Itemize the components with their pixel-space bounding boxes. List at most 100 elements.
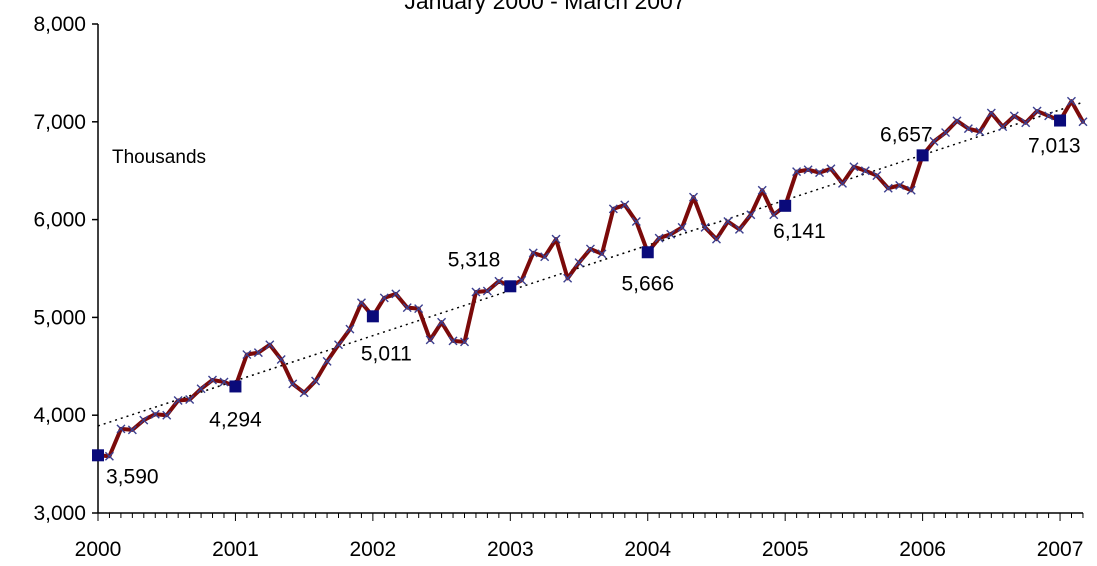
data-point-marker (986, 108, 996, 118)
data-label: 3,590 (106, 465, 159, 488)
marker-stroke (162, 410, 172, 420)
data-point-marker (288, 379, 298, 389)
y-tick-label: 4,000 (33, 404, 86, 427)
series-layer (96, 99, 1085, 459)
annotated-point-marker (1054, 114, 1067, 127)
data-point-marker (414, 304, 424, 314)
data-point-marker (299, 388, 309, 398)
marker-stroke (540, 252, 550, 262)
data-point-marker (1044, 111, 1054, 121)
marker-stroke (437, 317, 447, 327)
data-point-marker (551, 234, 561, 244)
marker-stroke (631, 217, 641, 227)
data-point-marker (711, 234, 721, 244)
marker-stroke (127, 425, 137, 435)
annotated-point-marker (504, 280, 517, 293)
marker-stroke (975, 127, 985, 137)
marker-stroke (689, 192, 699, 202)
marker-stroke (379, 293, 389, 303)
marker-stroke (288, 379, 298, 389)
marker-stroke (952, 116, 962, 126)
marker-stroke (448, 336, 458, 346)
data-label: 6,657 (880, 123, 933, 146)
marker-stroke (654, 233, 664, 243)
marker-stroke (460, 337, 470, 347)
data-point-marker (677, 222, 687, 232)
data-point-marker (608, 204, 618, 214)
marker-stroke (150, 409, 160, 419)
data-point-marker (906, 185, 916, 195)
marker-stroke (391, 289, 401, 299)
marker-stroke (414, 304, 424, 314)
data-point-marker (941, 128, 951, 138)
data-point-marker (207, 375, 217, 385)
marker-stroke (574, 258, 584, 268)
data-point-marker (723, 217, 733, 227)
marker-stroke (563, 273, 573, 283)
data-point-marker (540, 252, 550, 262)
marker-stroke (551, 234, 561, 244)
data-point-marker (963, 124, 973, 134)
annotated-points-layer: 3,590 4,294 5,011 5,318 5,666 6,141 6,657 7,013 (92, 114, 1081, 488)
data-point-marker (162, 410, 172, 420)
x-tick-label: 2004 (624, 538, 671, 561)
marker-stroke (585, 244, 595, 254)
marker-stroke (734, 224, 744, 234)
data-point-marker (196, 384, 206, 394)
marker-stroke (207, 375, 217, 385)
marker-stroke (620, 200, 630, 210)
data-point-marker (1066, 96, 1076, 106)
data-label: 6,141 (773, 220, 826, 243)
marker-stroke (803, 165, 813, 175)
axes: 3,000 4,000 5,000 6,000 7,000 8,000 2000 2001 20… (33, 13, 1084, 561)
marker-stroke (883, 183, 893, 193)
y-tick-label: 5,000 (33, 306, 86, 329)
y-tick-label: 7,000 (33, 111, 86, 134)
annotated-point-marker (916, 149, 929, 162)
marker-stroke (196, 384, 206, 394)
data-point-marker (860, 166, 870, 176)
x-tick-label: 2001 (212, 538, 259, 561)
data-point-marker (345, 324, 355, 334)
marker-stroke (253, 348, 263, 358)
marker-stroke (219, 377, 229, 387)
marker-stroke (104, 451, 114, 461)
data-point-marker (402, 303, 412, 313)
marker-stroke (769, 210, 779, 220)
data-point-marker (1078, 117, 1088, 127)
marker-stroke (815, 168, 825, 178)
data-point-marker (620, 200, 630, 210)
data-point-marker (391, 289, 401, 299)
marker-stroke (1078, 117, 1088, 127)
marker-stroke (860, 166, 870, 176)
marker-stroke (299, 388, 309, 398)
data-point-marker (975, 127, 985, 137)
data-point-marker (1021, 118, 1031, 128)
data-point-marker (952, 116, 962, 126)
data-point-marker (334, 340, 344, 350)
data-label: 5,666 (621, 272, 674, 295)
data-point-marker (379, 293, 389, 303)
unit-label: Thousands (112, 147, 206, 168)
marker-stroke (322, 356, 332, 366)
marker-stroke (963, 124, 973, 134)
marker-stroke (837, 178, 847, 188)
y-tick-label: 8,000 (33, 13, 86, 36)
marker-stroke (276, 354, 286, 364)
marker-stroke (597, 249, 607, 259)
data-point-marker (769, 210, 779, 220)
y-tick-label: 3,000 (33, 502, 86, 525)
data-point-marker (139, 415, 149, 425)
data-point-marker (150, 409, 160, 419)
x-tick-label: 2005 (762, 538, 809, 561)
annotated-point-marker (641, 246, 654, 259)
data-point-marker (471, 287, 481, 297)
marker-stroke (929, 136, 939, 146)
marker-stroke (1021, 118, 1031, 128)
marker-stroke (941, 128, 951, 138)
data-point-marker (127, 425, 137, 435)
marker-stroke (116, 424, 126, 434)
marker-stroke (471, 287, 481, 297)
marker-stroke (494, 276, 504, 286)
data-point-marker (563, 273, 573, 283)
